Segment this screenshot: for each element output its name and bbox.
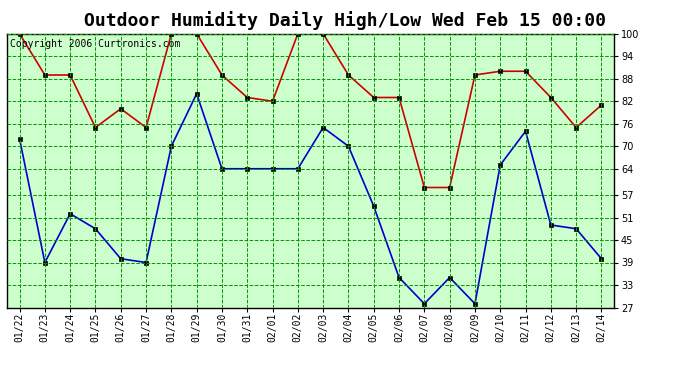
Text: Copyright 2006 Curtronics.com: Copyright 2006 Curtronics.com	[10, 39, 180, 49]
Text: Outdoor Humidity Daily High/Low Wed Feb 15 00:00: Outdoor Humidity Daily High/Low Wed Feb …	[84, 11, 606, 30]
